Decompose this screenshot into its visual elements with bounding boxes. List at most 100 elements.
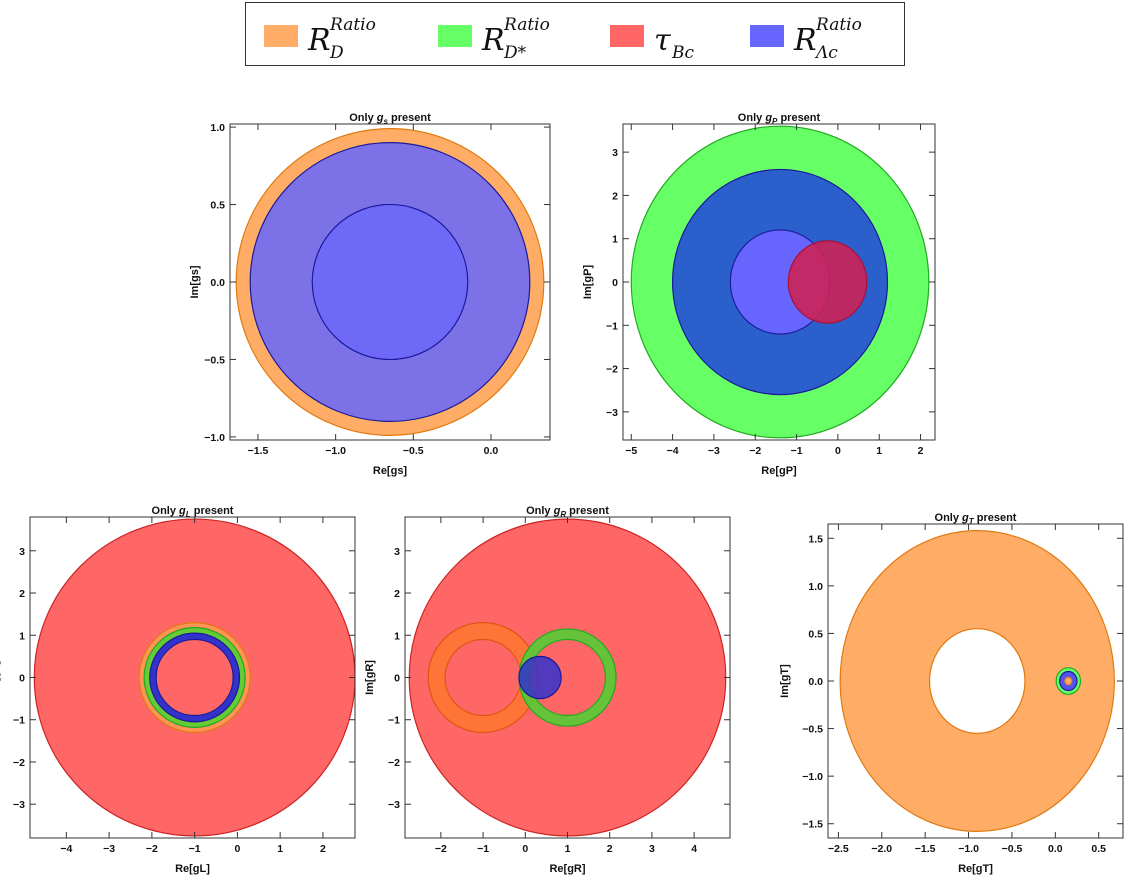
- x-tick-label: 2: [918, 445, 924, 457]
- x-tick-label: −1: [791, 445, 803, 457]
- legend-label-rd-sup: Ratio: [330, 15, 376, 35]
- legend-label-tau-base: τ: [654, 23, 671, 58]
- x-tick-label: 1: [277, 843, 283, 855]
- x-tick-label: 0: [234, 843, 240, 855]
- panel-gs: −1.5 −1.0 −0.5 0.0 −1.0 −0.5 0.0 0.5 1.0 Only gs …: [189, 112, 551, 477]
- legend-label-rd-sub: D: [330, 43, 344, 63]
- y-tick-label: 1.0: [808, 581, 823, 593]
- legend-label-rdstar-sub: D*: [504, 43, 527, 63]
- y-tick-label: 0.5: [210, 200, 225, 212]
- panel-gt: −2.5 −2.0 −1.5 −1.0 −0.5 0.0 0.5 −1.5 −1.0 −0.5 0.…: [779, 512, 1124, 875]
- x-tick-label: −4: [667, 445, 679, 457]
- panel-title: Only gP present: [738, 112, 821, 126]
- y-axis-label: Im[gP]: [582, 265, 594, 300]
- x-tick-label: −5: [625, 445, 637, 457]
- y-tick-label: 0.0: [210, 277, 225, 289]
- x-tick-label: 0.5: [1091, 843, 1106, 855]
- x-tick-label: −1.0: [325, 445, 346, 457]
- x-axis-label: Re[gP]: [761, 465, 797, 477]
- x-axis-label: Re[gL]: [175, 863, 210, 875]
- y-tick-label: −1: [388, 715, 400, 727]
- x-tick-label: −0.5: [403, 445, 424, 457]
- region-2: [787, 240, 868, 324]
- x-tick-label: 2: [320, 843, 326, 855]
- legend-swatch-tau: [610, 25, 644, 47]
- legend-label-tau-sub: Bc: [672, 43, 695, 63]
- y-tick-label: −0.5: [802, 724, 823, 736]
- x-tick-label: 1: [565, 843, 571, 855]
- y-tick-label: 2: [19, 588, 25, 600]
- x-tick-label: −2.5: [828, 843, 849, 855]
- y-tick-label: −2: [606, 364, 618, 376]
- y-tick-label: −2: [388, 757, 400, 769]
- panel-title: Only gL present: [152, 505, 234, 519]
- x-tick-label: −2: [749, 445, 761, 457]
- x-tick-label: 1: [876, 445, 882, 457]
- x-tick-label: −2.0: [871, 843, 892, 855]
- legend-swatch-rlc: [750, 25, 784, 47]
- y-tick-label: 2: [612, 190, 618, 202]
- legend-label-rlc-sup: Ratio: [816, 15, 862, 35]
- x-axis-label: Re[gR]: [549, 863, 585, 875]
- y-tick-label: −3: [606, 407, 618, 419]
- legend: R Ratio D R Ratio D* τ Bc R Ratio Λc: [245, 2, 905, 66]
- x-tick-label: −2: [435, 843, 447, 855]
- x-tick-label: 0: [522, 843, 528, 855]
- x-tick-label: −3: [708, 445, 720, 457]
- panel-title: Only gR present: [526, 505, 609, 519]
- panel-title: Only gT present: [935, 512, 1017, 526]
- x-tick-label: 4: [691, 843, 697, 855]
- x-axis-label: Re[gs]: [373, 465, 408, 477]
- legend-label-rlc-sub: Λc: [816, 43, 838, 63]
- y-tick-label: 1.5: [808, 533, 823, 545]
- y-tick-label: 1: [612, 234, 618, 246]
- y-tick-label: −1: [606, 320, 618, 332]
- y-tick-label: 3: [394, 546, 400, 558]
- legend-label-rlc-base: R: [794, 23, 817, 58]
- x-tick-label: −3: [103, 843, 115, 855]
- x-tick-label: 3: [649, 843, 655, 855]
- y-tick-label: 1.0: [210, 122, 225, 134]
- panel-title: Only gs present: [349, 112, 431, 126]
- x-tick-label: 0.0: [1048, 843, 1063, 855]
- y-axis-label: Im[gs]: [189, 265, 201, 298]
- y-tick-label: 2: [394, 588, 400, 600]
- x-tick-label: −0.5: [1002, 843, 1023, 855]
- x-tick-label: −1: [189, 843, 201, 855]
- y-axis-label: Im[gL]: [0, 660, 1, 694]
- x-tick-label: −1.5: [915, 843, 936, 855]
- y-axis-label: Im[gR]: [364, 660, 376, 695]
- y-tick-label: 0: [394, 673, 400, 685]
- legend-swatch-rdstar: [438, 25, 472, 47]
- y-tick-label: −1.0: [204, 432, 225, 444]
- x-tick-label: −1.0: [958, 843, 979, 855]
- x-tick-label: −1.5: [248, 445, 269, 457]
- region-3: [149, 632, 241, 723]
- legend-label-rd-base: R: [308, 23, 331, 58]
- y-tick-label: 0.0: [808, 676, 823, 688]
- legend-item-rlc-ratio: R Ratio Λc: [750, 13, 900, 63]
- x-axis-label: Re[gT]: [958, 863, 993, 875]
- region-0: [839, 530, 1115, 832]
- y-tick-label: 1: [19, 630, 25, 642]
- legend-label-rdstar-base: R: [482, 23, 505, 58]
- x-tick-label: 0.0: [484, 445, 499, 457]
- y-tick-label: −1.5: [802, 819, 823, 831]
- y-tick-label: −3: [388, 799, 400, 811]
- region-2: [518, 628, 617, 727]
- region-3: [518, 655, 562, 700]
- y-tick-label: 1: [394, 630, 400, 642]
- region-0: [408, 518, 727, 837]
- panel-gl: −4 −3 −2 −1 0 1 2 −3 −2 −1 0 1 2 3 Only gL present Re[g…: [0, 505, 356, 875]
- x-tick-label: −1: [477, 843, 489, 855]
- legend-item-rdstar-ratio: R Ratio D*: [438, 13, 588, 63]
- y-tick-label: −0.5: [204, 354, 225, 366]
- y-tick-label: −1.0: [802, 771, 823, 783]
- x-tick-label: 0: [835, 445, 841, 457]
- panel-gr: −2 −1 0 1 2 3 4 −3 −2 −1 0 1 2 3 Only gR present Re[gR]…: [364, 505, 731, 875]
- region-3: [1064, 676, 1073, 686]
- y-tick-label: 0.5: [808, 628, 823, 640]
- y-tick-label: −1: [13, 715, 25, 727]
- panel-gp: −5 −4 −3 −2 −1 0 1 2 −3 −2 −1 0 1 2 3 Only gP present Re…: [582, 112, 936, 477]
- y-tick-label: −2: [13, 757, 25, 769]
